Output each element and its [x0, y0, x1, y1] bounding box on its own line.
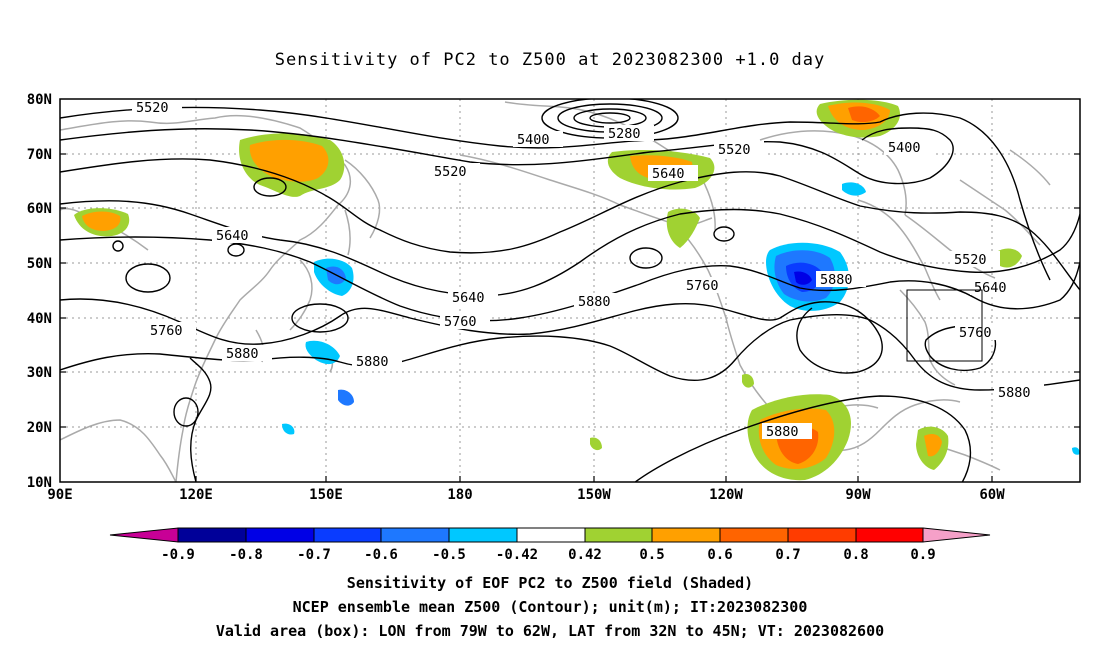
- colorbar-label: -0.42: [496, 547, 538, 563]
- longitude-labels: 90E 120E 150E 180 150W 120W 90W 60W: [47, 487, 1005, 503]
- colorbar-label: -0.8: [229, 547, 263, 563]
- colorbar-label: 0.5: [639, 547, 664, 563]
- colorbar-swatch: [787, 527, 857, 543]
- lon-label: 120W: [709, 487, 743, 503]
- colorbar-swatch: [584, 527, 653, 543]
- contour-label: 5760: [686, 278, 719, 294]
- colorbar-label: 0.8: [843, 547, 868, 563]
- lat-label: 50N: [27, 256, 52, 272]
- lat-label: 30N: [27, 365, 52, 381]
- footer-line-valid-area: Valid area (box): LON from 79W to 62W, L…: [215, 622, 885, 640]
- lat-label: 10N: [27, 475, 52, 491]
- colorbar-low-extend: [109, 527, 179, 543]
- contour-label: 5880: [226, 346, 259, 362]
- contour-label: 5520: [434, 164, 467, 180]
- map-gridlines: [60, 99, 1080, 482]
- contour-label: 5880: [820, 272, 853, 288]
- colorbar: [109, 527, 991, 543]
- contour-label: 5760: [959, 325, 992, 341]
- contour-label: 5640: [652, 166, 685, 182]
- lat-label: 60N: [27, 201, 52, 217]
- contour-label: 5520: [954, 252, 987, 268]
- lon-label: 120E: [179, 487, 213, 503]
- footer-line-contour: NCEP ensemble mean Z500 (Contour); unit(…: [292, 598, 808, 616]
- colorbar-swatch: [719, 527, 789, 543]
- colorbar-swatch: [380, 527, 450, 543]
- colorbar-label: -0.6: [364, 547, 398, 563]
- colorbar-label: 0.9: [910, 547, 935, 563]
- coastlines: [60, 101, 1051, 482]
- colorbar-swatch: [313, 527, 382, 543]
- map-frame: [59, 98, 1081, 483]
- lat-label: 70N: [27, 147, 52, 163]
- contour-label: 5640: [216, 228, 249, 244]
- contour-label: 5640: [452, 290, 485, 306]
- contour-label: 5400: [888, 140, 921, 156]
- colorbar-swatch: [177, 527, 247, 543]
- contour-label: 5880: [578, 294, 611, 310]
- lon-label: 150W: [577, 487, 611, 503]
- contour-label: 5640: [974, 280, 1007, 296]
- lon-label: 90E: [47, 487, 72, 503]
- colorbar-label: -0.7: [297, 547, 331, 563]
- colorbar-label: 0.7: [775, 547, 800, 563]
- contour-label: 5760: [444, 314, 477, 330]
- colorbar-swatch: [651, 527, 721, 543]
- lon-label: 90W: [845, 487, 871, 503]
- contour-label: 5400: [517, 132, 550, 148]
- contour-label: 5880: [356, 354, 389, 370]
- colorbar-swatch: [245, 527, 315, 543]
- axis-ticks: [60, 153, 1080, 482]
- contour-label: 5280: [608, 126, 641, 142]
- lon-label: 180: [447, 487, 472, 503]
- colorbar-high-extend: [922, 527, 991, 543]
- contour-label: 5760: [150, 323, 183, 339]
- valid-area-box: [906, 289, 983, 362]
- lat-label: 20N: [27, 420, 52, 436]
- footer-line-shading: Sensitivity of EOF PC2 to Z500 field (Sh…: [346, 574, 754, 592]
- colorbar-swatch: [516, 527, 586, 543]
- latitude-labels: 80N 70N 60N 50N 40N 30N 20N 10N: [27, 92, 52, 491]
- colorbar-swatch: [448, 527, 518, 543]
- lon-label: 150E: [309, 487, 343, 503]
- map-title: Sensitivity of PC2 to Z500 at 2023082300…: [274, 50, 826, 70]
- colorbar-label: 0.42: [568, 547, 602, 563]
- colorbar-swatch: [855, 527, 924, 543]
- contour-labels: 5520 5400 5280 5520 5400 5520 5640 5520 …: [132, 99, 1044, 440]
- contour-label: 5880: [998, 385, 1031, 401]
- contour-label: 5520: [136, 100, 169, 116]
- colorbar-label: -0.5: [432, 547, 466, 563]
- lat-label: 80N: [27, 92, 52, 108]
- colorbar-label: 0.6: [707, 547, 732, 563]
- colorbar-labels: -0.9 -0.8 -0.7 -0.6 -0.5 -0.42 0.42 0.5 …: [161, 547, 936, 563]
- colorbar-label: -0.9: [161, 547, 195, 563]
- contour-label: 5520: [718, 142, 751, 158]
- lat-label: 40N: [27, 311, 52, 327]
- lon-label: 60W: [979, 487, 1005, 503]
- contour-label: 5880: [766, 424, 799, 440]
